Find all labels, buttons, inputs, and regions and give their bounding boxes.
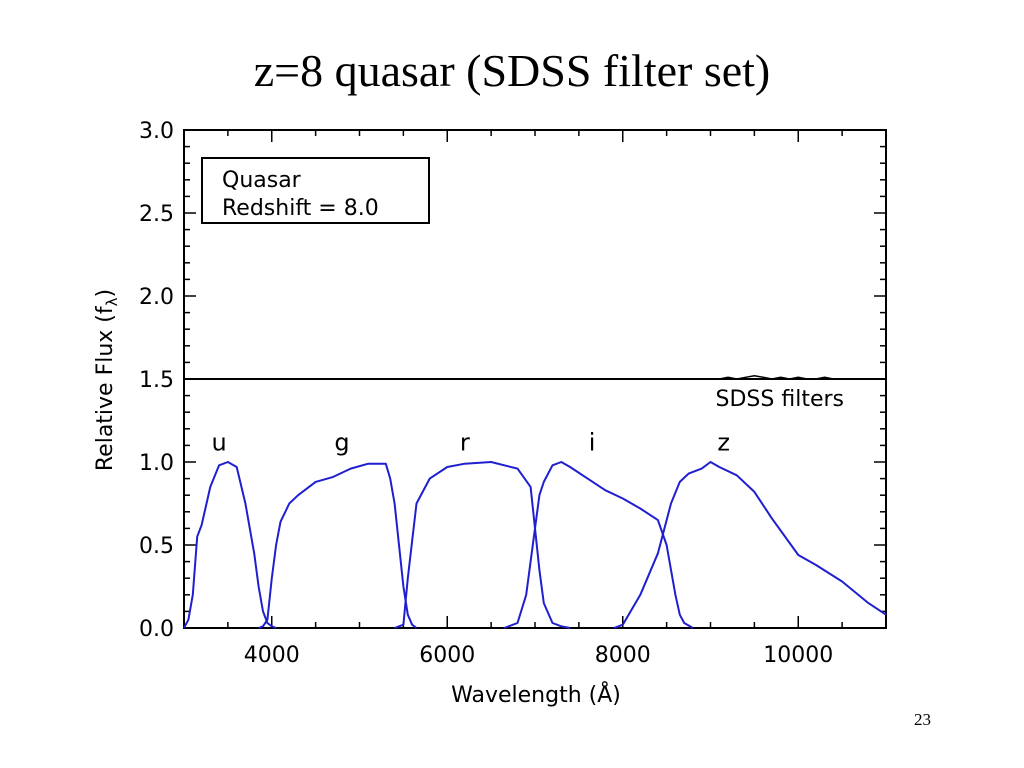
filter-curve-g [258,462,418,629]
x-tick-label: 8000 [595,643,651,668]
legend-box [201,157,430,224]
axes-layer: 4000 6000 8000 10000 0.0 0.5 1.0 1.5 2.0 2.5 3.0 [139,119,887,668]
x-tick-label: 6000 [419,643,475,668]
legend-line-redshift: Redshift = 8.0 [222,196,379,221]
x-tick-label: 10000 [763,643,833,668]
filter-curve-u [183,461,277,629]
x-tick-label: 4000 [244,643,300,668]
filter-label-u: u [211,428,226,456]
y-tick-label: 0.5 [139,534,174,559]
series-layer [183,374,887,629]
y-tick-label: 1.0 [139,451,174,476]
filters-label: SDSS filters [716,387,844,412]
y-tick-label: 2.0 [139,285,174,310]
y-tick-label: 2.5 [139,202,174,227]
x-axis-label: Wavelength (Å) [451,681,621,708]
filter-curve-z [613,461,887,629]
y-tick-label: 0.0 [139,617,174,642]
filter-label-i: i [589,428,596,456]
filter-curve-i [503,461,694,629]
page-number: 23 [914,710,931,729]
slide-title: z=8 quasar (SDSS filter set) [253,45,771,96]
y-tick-label: 1.5 [139,368,174,393]
filter-curve-r [394,461,571,629]
quasar-spectrum-line [684,374,869,380]
y-tick-label: 3.0 [139,119,174,144]
legend-line-quasar: Quasar [222,168,302,193]
filter-label-z: z [717,428,730,456]
y-axis-label: Relative Flux (fλ) [93,289,121,471]
filter-label-r: r [460,428,470,456]
filter-label-g: g [334,428,349,456]
